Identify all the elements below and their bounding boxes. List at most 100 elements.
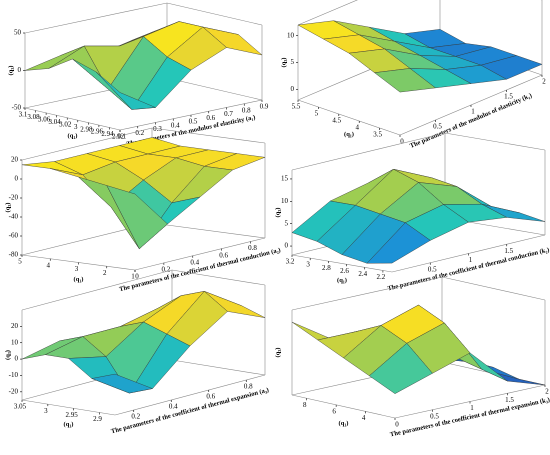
y-tick-label: 2.9 (93, 415, 102, 423)
y-tick-label: 3.02 (59, 120, 72, 128)
x-tick-label: 0.3 (153, 125, 162, 133)
box-edge (166, 2, 263, 26)
z-tick-label: 10 (11, 338, 19, 346)
surface-patch (373, 68, 437, 93)
x-tick-label: 0.6 (206, 393, 215, 401)
x-tick-label: 0.1 (118, 133, 127, 141)
y-tick-label: 3 (74, 123, 78, 131)
x-tick-label: 0.4 (171, 121, 180, 129)
y-axis-label: (q₁) (68, 132, 78, 139)
z-tick-label: 0 (285, 242, 289, 250)
x-tick-label: 0.2 (135, 129, 144, 137)
x-tick-label: 2 (545, 388, 549, 396)
box-edge (166, 77, 263, 101)
z-axis-label: (q₃) (274, 208, 281, 218)
x-tick-label: 0.8 (242, 106, 251, 114)
x-tick-label: 0.8 (248, 244, 257, 252)
y-tick-label: 3 (44, 407, 48, 415)
axis-line (134, 237, 266, 271)
box-edge (441, 276, 546, 301)
z-tick-label: 10 (287, 31, 295, 39)
x-tick-label: 0.2 (131, 413, 140, 421)
y-tick-label: 3.05 (14, 403, 27, 411)
x-axis-label: The parameters of the modulus of elastic… (409, 92, 533, 150)
box-edge (291, 132, 446, 171)
y-tick-label: 2.8 (322, 264, 331, 272)
y-tick-label: 5 (18, 258, 22, 266)
z-tick-label: 20 (11, 322, 19, 330)
z-tick-label: 0 (18, 66, 22, 74)
surface-panel: 0 0.5 1 1.5 2 5.5 5 4.5 4 3.5 0 5 10 The parameters o… (280, 0, 546, 150)
x-tick-label: 0.5 (433, 123, 442, 131)
x-tick-label: 1.5 (504, 93, 513, 101)
y-axis-label: (q₁) (64, 421, 74, 428)
y-tick-label: 4 (47, 261, 51, 269)
y-tick-label: 2.4 (358, 270, 367, 278)
z-axis-label: (q₃) (274, 348, 281, 358)
x-tick-label: 0.5 (189, 118, 198, 126)
box-edge (291, 276, 443, 311)
z-tick-label: 0 (15, 355, 19, 363)
box-edge (297, 0, 358, 26)
x-tick-label: 0.8 (244, 383, 253, 391)
y-tick-label: 3.04 (49, 118, 62, 126)
y-tick-label: 5.5 (292, 103, 301, 111)
y-axis-label: (q₁) (337, 277, 347, 284)
axis-line (291, 394, 396, 419)
y-tick-label: 2.98 (80, 125, 93, 133)
y-tick-label: 3 (75, 265, 79, 273)
z-axis-label: (q₃) (280, 58, 287, 68)
y-tick-label: 4 (355, 124, 359, 132)
z-tick-label: 15 (281, 175, 289, 183)
x-tick-label: 0 (135, 273, 139, 281)
y-tick-label: 1 (131, 273, 135, 281)
x-tick-label: 0.6 (206, 114, 215, 122)
box-edge (151, 127, 266, 144)
z-tick-label: 0 (15, 175, 19, 183)
x-tick-label: 0.2 (162, 265, 171, 273)
axis-line (297, 99, 401, 136)
z-tick-label: -10 (9, 371, 19, 379)
z-tick-label: -20 (9, 387, 19, 395)
surface-patch (366, 222, 431, 264)
y-tick-label: 2.2 (377, 273, 386, 281)
box-edge (171, 269, 266, 286)
y-tick-label: 8 (303, 401, 307, 409)
z-tick-label: 5 (285, 219, 289, 227)
x-tick-label: 2 (542, 78, 546, 86)
y-axis-label: (q₁) (74, 276, 84, 283)
z-tick-label: -50 (12, 104, 22, 112)
z-tick-label: 50 (14, 29, 22, 37)
x-tick-label: 0 (395, 421, 399, 429)
box-edge (151, 222, 266, 239)
x-tick-label: 0.7 (224, 110, 233, 118)
y-tick-label: 4.5 (332, 117, 341, 125)
z-tick-label: 20 (11, 156, 19, 164)
y-tick-label: 3 (306, 261, 310, 269)
x-tick-label: 1 (470, 404, 474, 412)
surface-patch (368, 343, 433, 394)
x-axis-label: The parameters of the coefficient of the… (110, 387, 269, 436)
z-axis-label: (q₃) (4, 203, 11, 213)
surface-patch (106, 185, 168, 250)
surface-patch (96, 71, 156, 110)
axis-line (114, 374, 266, 416)
x-tick-label: 0.6 (219, 251, 228, 259)
box-edge (24, 2, 168, 34)
y-tick-label: 2.6 (340, 267, 349, 275)
x-tick-label: 0.9 (260, 103, 269, 111)
z-tick-label: -40 (9, 213, 19, 221)
y-tick-label: 2 (103, 269, 107, 277)
box-edge (171, 359, 266, 376)
x-tick-label: 0.5 (428, 265, 437, 273)
x-tick-label: 1 (469, 256, 473, 264)
z-tick-label: -80 (9, 251, 19, 259)
y-tick-label: 3.2 (286, 258, 295, 266)
z-tick-label: -20 (9, 194, 19, 202)
y-tick-label: 3.06 (38, 115, 51, 123)
y-tick-label: 3.08 (27, 113, 40, 121)
x-tick-label: 1.5 (504, 247, 513, 255)
